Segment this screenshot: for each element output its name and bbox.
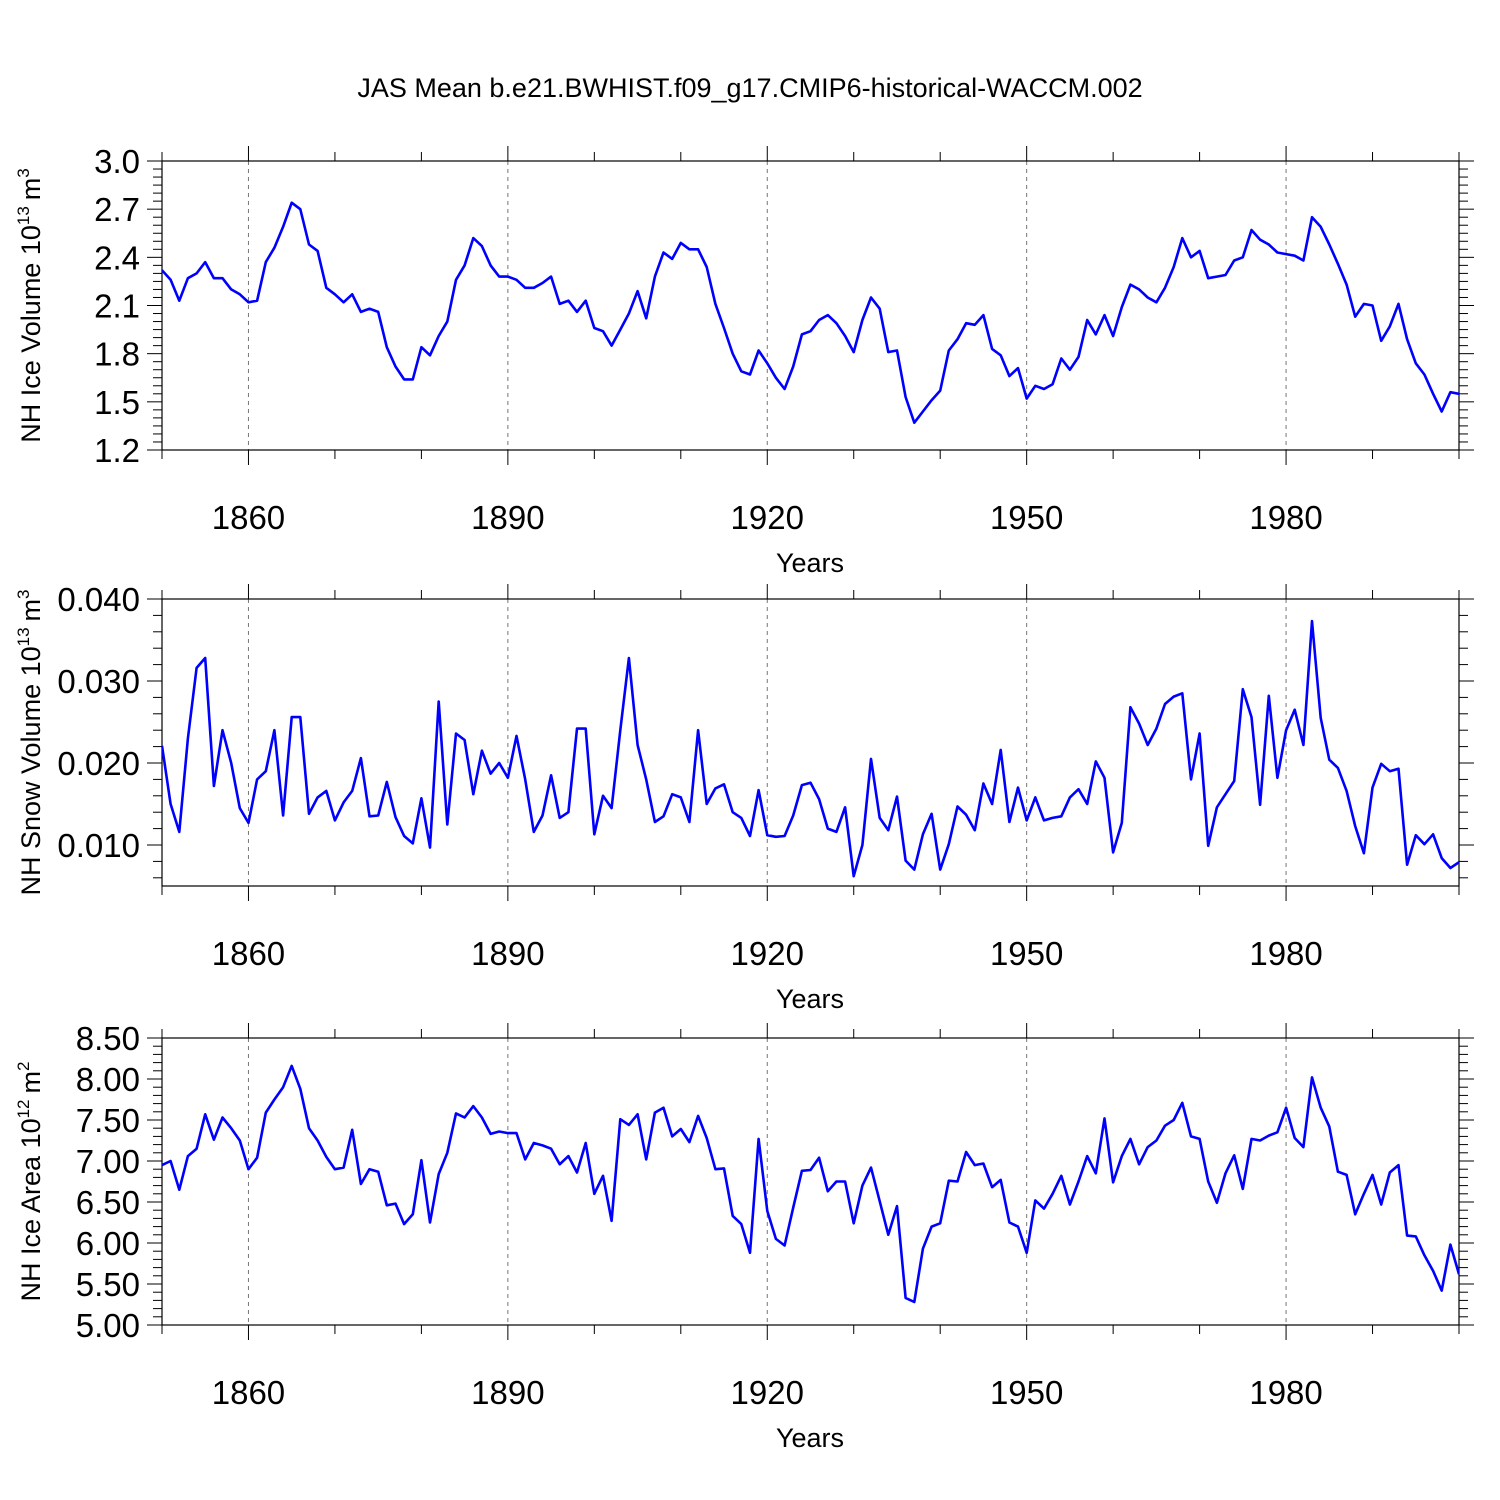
y-tick-label: 1.8 — [94, 336, 140, 373]
x-tick-label: 1950 — [990, 935, 1063, 972]
y-tick-label: 0.030 — [57, 663, 140, 700]
snow-volume-plot-frame — [161, 598, 1460, 887]
y-tick-label: 2.1 — [94, 288, 140, 325]
x-tick-label: 1920 — [731, 499, 804, 536]
y-tick-label: 7.50 — [76, 1102, 140, 1139]
y-tick-label: 8.50 — [76, 1020, 140, 1057]
x-tick-label: 1950 — [990, 1374, 1063, 1411]
ice-area-panel: 1860 1890 1920 1950 1980 5.00 5.50 6.00 6.50 7.00… — [14, 1020, 1474, 1453]
panels: 1860 1890 1920 1950 1980 1.2 1.5 1.8 2.1 2.4 2.7 3.… — [14, 143, 1474, 1453]
y-tick-label: 6.00 — [76, 1225, 140, 1262]
y-tick-label: 0.040 — [57, 581, 140, 618]
x-tick-label: 1890 — [471, 935, 544, 972]
y-tick-label: 5.00 — [76, 1307, 140, 1344]
x-tick-label: 1980 — [1249, 499, 1322, 536]
y-tick-label: 0.020 — [57, 745, 140, 782]
y-tick-label: 1.5 — [94, 384, 140, 421]
ice-area-plot-frame — [161, 1037, 1460, 1326]
snow-volume-series-line — [162, 619, 1459, 878]
x-axis-label: Years — [776, 984, 844, 1014]
y-tick-label: 3.0 — [94, 143, 140, 180]
x-tick-label: 1860 — [212, 1374, 285, 1411]
y-tick-label: 1.2 — [94, 432, 140, 469]
x-tick-label: 1980 — [1249, 1374, 1322, 1411]
y-tick-label: 2.7 — [94, 191, 140, 228]
y-tick-label: 7.00 — [76, 1143, 140, 1180]
y-axis-label: NH Ice Area 1012m2 — [14, 1062, 46, 1302]
y-tick-label: 8.00 — [76, 1061, 140, 1098]
y-tick-label: 0.010 — [57, 827, 140, 864]
x-tick-label: 1860 — [212, 935, 285, 972]
y-tick-label: 6.50 — [76, 1184, 140, 1221]
x-tick-label: 1950 — [990, 499, 1063, 536]
snow-volume-panel: 1860 1890 1920 1950 1980 0.010 0.020 0.030 0.040… — [14, 581, 1474, 1014]
y-tick-label: 5.50 — [76, 1266, 140, 1303]
x-tick-label: 1890 — [471, 499, 544, 536]
x-tick-label: 1860 — [212, 499, 285, 536]
ice-volume-series-line — [162, 201, 1459, 425]
y-axis-label: NH Snow Volume 1013m3 — [14, 589, 46, 895]
x-tick-label: 1980 — [1249, 935, 1322, 972]
x-tick-label: 1890 — [471, 1374, 544, 1411]
y-tick-label: 2.4 — [94, 239, 140, 276]
y-axis-label: NH Ice Volume 1013m3 — [14, 168, 46, 443]
x-tick-label: 1920 — [731, 935, 804, 972]
x-axis-label: Years — [776, 548, 844, 578]
x-tick-label: 1920 — [731, 1374, 804, 1411]
ice-volume-panel: 1860 1890 1920 1950 1980 1.2 1.5 1.8 2.1 2.4 2.7 3.… — [14, 143, 1474, 578]
figure-title: JAS Mean b.e21.BWHIST.f09_g17.CMIP6-hist… — [357, 73, 1142, 103]
ice-area-series-line — [162, 1064, 1459, 1304]
x-axis-label: Years — [776, 1423, 844, 1453]
